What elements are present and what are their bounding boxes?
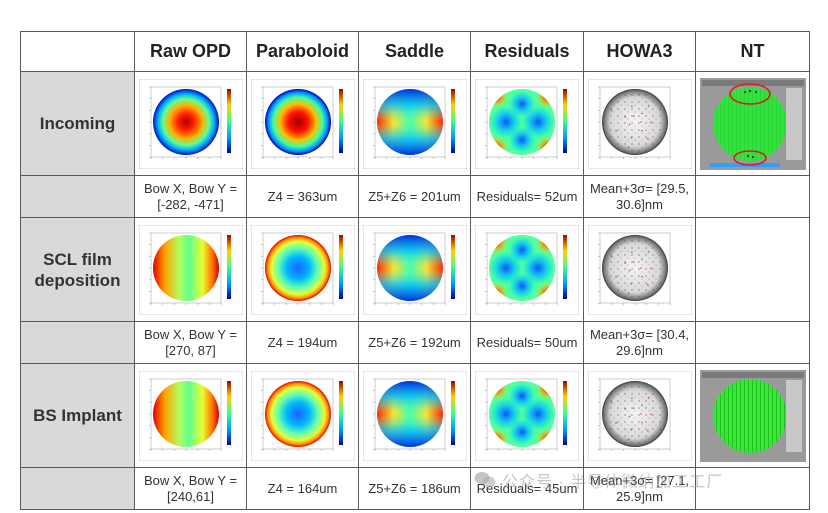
value-paraboloid-scl: Z4 = 194um (246, 321, 359, 364)
value-saddle-scl: Z5+Z6 = 192um (358, 321, 471, 364)
row-label-bs-implant: BS Implant (20, 363, 135, 468)
plot-paraboloid-incoming (246, 71, 359, 176)
value-residuals-scl: Residuals= 50um (470, 321, 584, 364)
col-header-howa3: HOWA3 (583, 31, 696, 72)
results-table: Raw OPD Paraboloid Saddle Residuals HOWA… (20, 31, 810, 510)
plot-howa3-scl (583, 217, 696, 322)
col-header-paraboloid: Paraboloid (246, 31, 359, 72)
row-label-spacer (20, 321, 135, 364)
value-paraboloid-bs: Z4 = 164um (246, 467, 359, 510)
plot-raw-opd-bs (134, 363, 247, 468)
row-label-spacer (20, 175, 135, 218)
image-nt-incoming (695, 71, 810, 176)
highlight-ellipse-top (728, 82, 771, 105)
value-howa3-incoming: Mean+3σ= [29.5, 30.6]nm (583, 175, 696, 218)
plot-saddle-scl (358, 217, 471, 322)
value-saddle-bs: Z5+Z6 = 186um (358, 467, 471, 510)
value-raw-opd-incoming: Bow X, Bow Y = [-282, -471] (134, 175, 247, 218)
value-raw-opd-bs: Bow X, Bow Y = [240,61] (134, 467, 247, 510)
row-label-scl-film-deposition: SCL film deposition (20, 217, 135, 322)
col-header-nt: NT (695, 31, 810, 72)
plot-paraboloid-bs (246, 363, 359, 468)
plot-howa3-incoming (583, 71, 696, 176)
value-howa3-scl: Mean+3σ= [30.4, 29.6]nm (583, 321, 696, 364)
plot-saddle-incoming (358, 71, 471, 176)
value-saddle-incoming: Z5+Z6 = 201um (358, 175, 471, 218)
plot-raw-opd-incoming (134, 71, 247, 176)
plot-saddle-bs (358, 363, 471, 468)
value-howa3-bs: Mean+3σ= [27.1, 25.9]nm (583, 467, 696, 510)
col-header-raw-opd: Raw OPD (134, 31, 247, 72)
plot-howa3-bs (583, 363, 696, 468)
corner-cell (20, 31, 135, 72)
value-nt-scl (695, 321, 810, 364)
image-nt-bs (695, 363, 810, 468)
value-paraboloid-incoming: Z4 = 363um (246, 175, 359, 218)
value-residuals-incoming: Residuals= 52um (470, 175, 584, 218)
value-nt-bs (695, 467, 810, 510)
plot-residuals-incoming (470, 71, 584, 176)
value-residuals-bs: Residuals= 45um (470, 467, 584, 510)
plot-paraboloid-scl (246, 217, 359, 322)
plot-residuals-bs (470, 363, 584, 468)
row-label-spacer (20, 467, 135, 510)
value-raw-opd-scl: Bow X, Bow Y = [270, 87] (134, 321, 247, 364)
row-label-incoming: Incoming (20, 71, 135, 176)
plot-raw-opd-scl (134, 217, 247, 322)
image-nt-scl-empty (695, 217, 810, 322)
plot-residuals-scl (470, 217, 584, 322)
highlight-ellipse-bottom (732, 149, 767, 166)
col-header-residuals: Residuals (470, 31, 584, 72)
col-header-saddle: Saddle (358, 31, 471, 72)
value-nt-incoming (695, 175, 810, 218)
